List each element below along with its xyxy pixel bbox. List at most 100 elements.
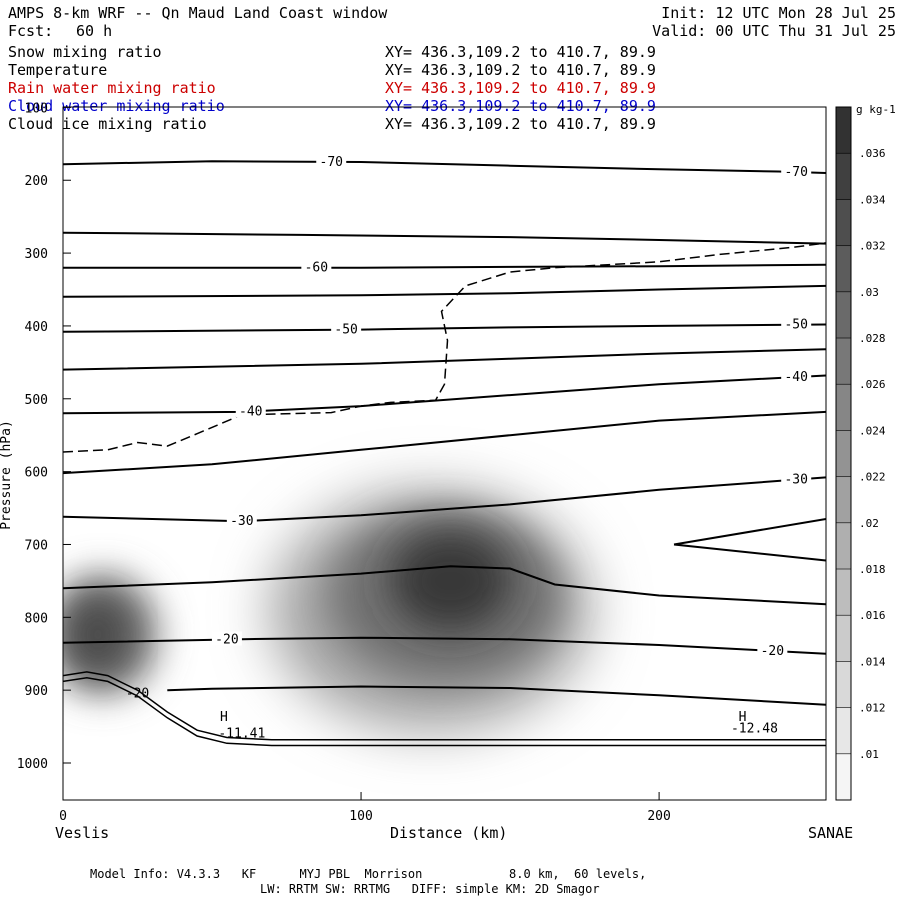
annotation-2: -11.41: [218, 727, 265, 742]
terrain-line-upper: [63, 671, 826, 741]
legend-label-snow: Snow mixing ratio: [8, 43, 162, 61]
legend-label-temperature: Temperature: [8, 61, 108, 79]
legend-xy-temperature: XY= 436.3,109.2 to 410.7, 89.9: [385, 61, 656, 79]
colorbar-segment-3: [836, 615, 851, 662]
annotation-4: -12.48: [731, 721, 778, 736]
colorbar-tick-label-2: .014: [859, 655, 886, 668]
colorbar-tick-label-4: .018: [859, 563, 886, 576]
legend-xy-rain: XY= 436.3,109.2 to 410.7, 89.9: [385, 79, 656, 97]
y-tick-label-900: 900: [25, 684, 48, 699]
forecast-value: 60 h: [76, 22, 113, 40]
y-tick-label-700: 700: [25, 538, 48, 553]
x-endpoint-left: Veslis: [55, 824, 110, 842]
colorbar-segment-11: [836, 245, 851, 293]
contour-label-bg-8: [781, 471, 812, 486]
colorbar-segment-9: [836, 338, 851, 385]
contour-label-bg-0: [316, 153, 347, 168]
y-tick-label-300: 300: [25, 247, 48, 262]
colorbar-tick-label-0: .01: [859, 748, 879, 761]
legend-xy-snow: XY= 436.3,109.2 to 410.7, 89.9: [385, 43, 656, 61]
y-tick-label-500: 500: [25, 393, 48, 408]
colorbar: .01 .012 .014 .016 .018 .02 .022 .024 .026 .028 .0…: [835, 106, 886, 801]
legend-label-cloud-water: Cloud water mixing ratio: [8, 97, 225, 115]
plot-frame: [62, 106, 827, 801]
colorbar-segment-0: [836, 753, 851, 801]
temperature-contour-3: [63, 284, 826, 298]
annotation-3: H: [739, 710, 747, 725]
colorbar-segment-6: [836, 476, 851, 524]
x-tick-label-200: 200: [647, 809, 670, 824]
colorbar-unit: g kg-1: [856, 103, 896, 116]
x-tick-label-100: 100: [349, 809, 372, 824]
forecast-label: Fcst:: [8, 22, 54, 40]
temperature-contour-2: [63, 263, 826, 269]
contour-label-bg-3: [331, 321, 362, 336]
colorbar-tick-label-10: .03: [859, 286, 879, 299]
colorbar-segment-14: [836, 107, 851, 154]
colorbar-tick-label-5: .02: [859, 517, 879, 530]
contour-label-7: -30: [230, 514, 253, 529]
colorbar-tick-label-9: .028: [859, 332, 886, 345]
colorbar-segment-10: [836, 291, 851, 339]
contour-label-bg-5: [235, 403, 266, 418]
colorbar-segment-8: [836, 384, 851, 431]
contour-label-10: -20: [761, 644, 784, 659]
colorbar-tick-label-13: .036: [859, 147, 886, 160]
y-tick-label-600: 600: [25, 466, 48, 481]
cloud-ice-dashed-line: [63, 242, 826, 453]
y-axis-title: Pressure (hPa): [0, 420, 14, 530]
init-time: Init: 12 UTC Mon 28 Jul 25: [661, 4, 896, 22]
temperature-contours: [63, 160, 826, 706]
colorbar-tick-label-3: .016: [859, 609, 886, 622]
contour-label-8: -30: [784, 473, 807, 488]
colorbar-tick-label-7: .024: [859, 424, 886, 437]
annotation-1: H: [220, 710, 228, 725]
colorbar-tick-label-6: .022: [859, 471, 886, 484]
temperature-contour-7: [63, 410, 826, 475]
annotation-0: -20: [126, 686, 149, 701]
colorbar-tick-label-1: .012: [859, 702, 886, 715]
contour-label-bg-7: [226, 513, 257, 528]
snow-maximum: [390, 530, 511, 631]
colorbar-segment-2: [836, 661, 851, 709]
temperature-contour-11: [167, 685, 826, 706]
cloud-ice-contour: [63, 242, 826, 453]
temperature-contour-8: [63, 476, 826, 523]
contour-label-bg-9: [211, 631, 242, 646]
colorbar-tick-label-11: .032: [859, 240, 886, 253]
contour-label-5: -40: [239, 404, 262, 419]
terrain-line: [63, 671, 826, 747]
legend-xy-cloud-water: XY= 436.3,109.2 to 410.7, 89.9: [385, 97, 656, 115]
contour-label-0: -70: [320, 155, 343, 170]
temperature-contour-0: [63, 160, 826, 174]
colorbar-tick-label-12: .034: [859, 193, 886, 206]
contour-label-1: -70: [784, 165, 807, 180]
temperature-contour-5: [63, 348, 826, 371]
x-axis-title: Distance (km): [390, 824, 508, 842]
colorbar-segment-5: [836, 522, 851, 570]
snow-left-maximum: [67, 596, 128, 673]
y-tick-label-100: 100: [25, 101, 48, 116]
temperature-contour-6: [63, 374, 826, 415]
contour-label-bg-1: [781, 164, 812, 179]
colorbar-segment-13: [836, 153, 851, 200]
contour-label-2: -60: [305, 261, 328, 276]
colorbar-frame: [835, 106, 852, 801]
valid-time: Valid: 00 UTC Thu 31 Jul 25: [652, 22, 896, 40]
legend-label-cloud-ice: Cloud ice mixing ratio: [8, 115, 207, 133]
y-tick-label-800: 800: [25, 611, 48, 626]
temperature-contour-9: [63, 565, 826, 606]
colorbar-segment-7: [836, 430, 851, 478]
footer-line1: Model Info: V4.3.3 KF MYJ PBL Morrison 8…: [90, 867, 647, 881]
contour-label-bg-6: [781, 369, 812, 384]
contour-label-bg-4: [781, 316, 812, 331]
contour-label-bg-2: [301, 259, 332, 274]
temperature-contour-13: [673, 543, 826, 562]
x-endpoint-right: SANAE: [808, 824, 854, 842]
contour-label-3: -50: [334, 323, 357, 338]
legend-label-rain: Rain water mixing ratio: [8, 79, 216, 97]
contour-label-4: -50: [784, 318, 807, 333]
contour-label-6: -40: [784, 370, 807, 385]
temperature-contour-12: [673, 518, 826, 546]
